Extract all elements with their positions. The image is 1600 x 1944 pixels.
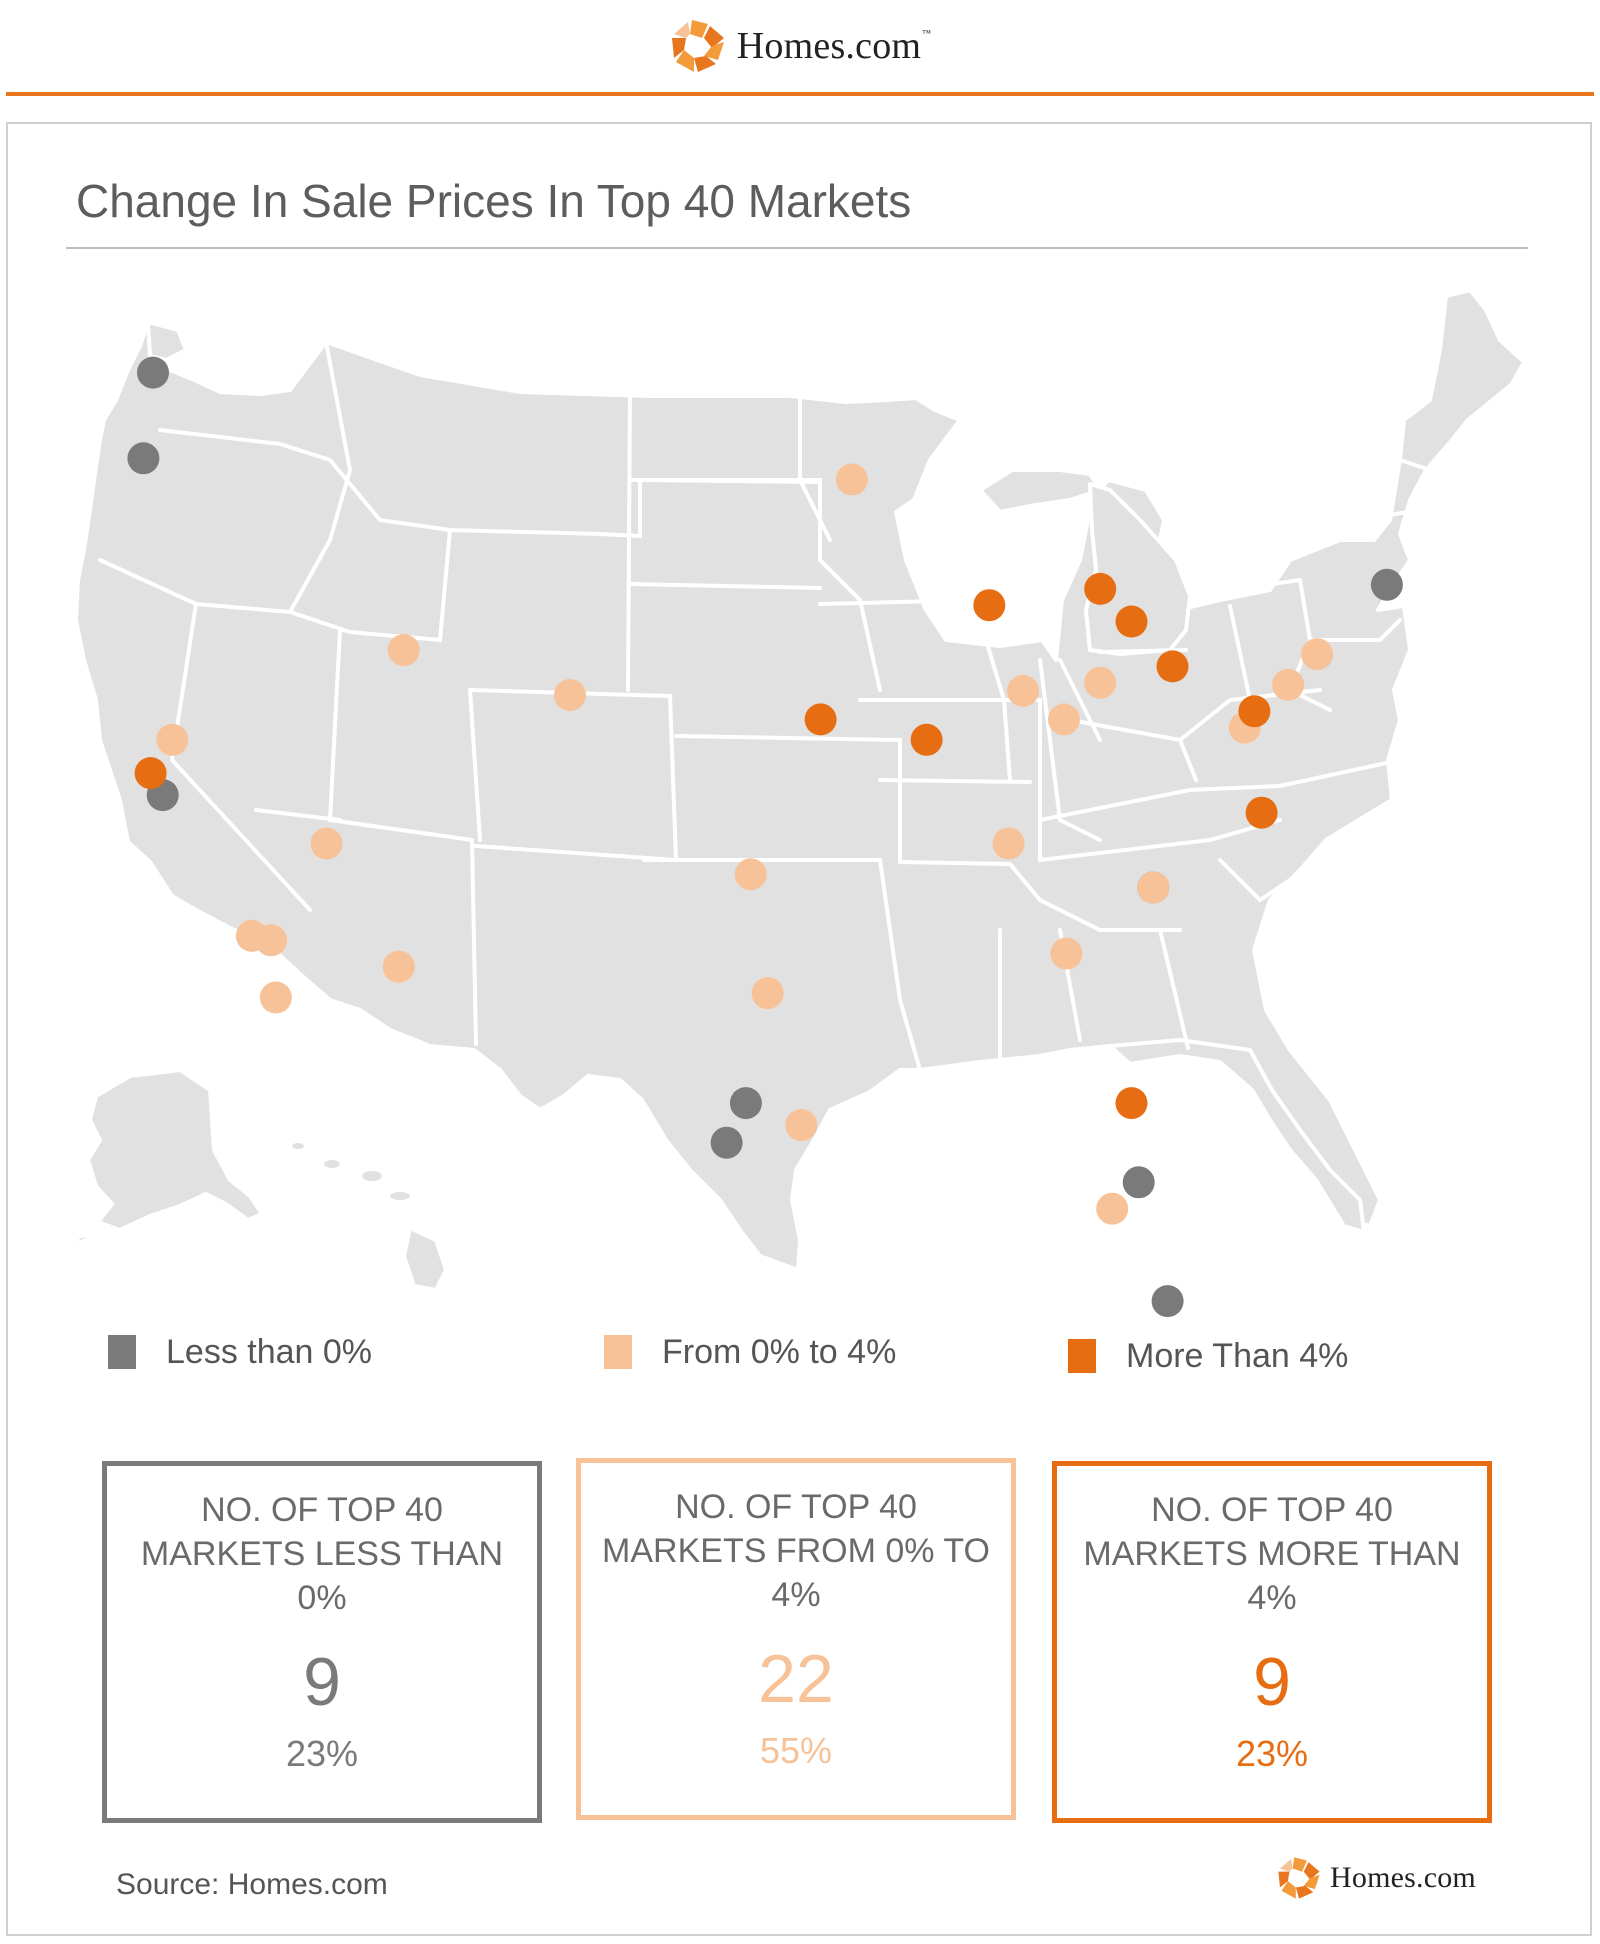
stat-heading: NO. OF TOP 40 MARKETS LESS THAN 0% xyxy=(140,1491,504,1617)
alaska-shape xyxy=(86,1068,264,1232)
brand-header: Homes.com™ xyxy=(0,16,1600,76)
market-marker-from-0-to-4 xyxy=(751,977,784,1010)
michigan-upper-shape xyxy=(978,468,1102,514)
legend-swatch xyxy=(108,1335,136,1369)
market-marker-from-0-to-4 xyxy=(734,858,767,891)
brand-name: Homes.com xyxy=(1330,1861,1476,1894)
stat-box-0-to-4: NO. OF TOP 40 MARKETS FROM 0% TO 4% 22 5… xyxy=(576,1458,1016,1820)
homes-star-logo-icon xyxy=(1278,1857,1320,1899)
market-marker-from-0-to-4 xyxy=(992,827,1025,860)
market-marker-from-0-to-4 xyxy=(1084,666,1117,699)
stat-box-more-than-4: NO. OF TOP 40 MARKETS MORE THAN 4% 9 23% xyxy=(1052,1461,1492,1823)
market-marker-more-than-4 xyxy=(1084,572,1117,605)
market-marker-less-than-0 xyxy=(1151,1285,1184,1318)
market-marker-more-than-4 xyxy=(1115,1087,1148,1120)
market-marker-less-than-0 xyxy=(1122,1166,1155,1199)
market-marker-from-0-to-4 xyxy=(1137,871,1170,904)
florida-shape xyxy=(1108,1038,1366,1234)
market-marker-from-0-to-4 xyxy=(1050,937,1083,970)
market-marker-from-0-to-4 xyxy=(785,1109,818,1142)
market-marker-from-0-to-4 xyxy=(1272,668,1305,701)
market-marker-from-0-to-4 xyxy=(835,463,868,496)
stat-count: 9 xyxy=(1253,1644,1291,1720)
hawaii-island-3 xyxy=(358,1167,386,1185)
market-marker-more-than-4 xyxy=(1156,650,1189,683)
market-marker-more-than-4 xyxy=(1245,796,1278,829)
market-marker-more-than-4 xyxy=(1115,605,1148,638)
market-marker-more-than-4 xyxy=(1238,695,1271,728)
market-marker-less-than-0 xyxy=(137,356,169,389)
stat-percent: 55% xyxy=(759,1730,833,1771)
market-marker-from-0-to-4 xyxy=(255,924,288,957)
market-markers xyxy=(127,356,1403,1318)
olympic-peninsula-shape xyxy=(146,320,188,362)
header-rule xyxy=(6,92,1594,96)
market-marker-more-than-4 xyxy=(973,589,1006,622)
market-marker-more-than-4 xyxy=(910,723,943,756)
market-marker-more-than-4 xyxy=(134,757,167,790)
market-marker-from-0-to-4 xyxy=(382,950,415,983)
legend-item-0-to-4: From 0% to 4% xyxy=(604,1330,896,1374)
market-marker-from-0-to-4 xyxy=(1096,1192,1129,1225)
market-marker-from-0-to-4 xyxy=(1007,674,1039,707)
hawaii-big-island xyxy=(402,1226,448,1292)
market-marker-less-than-0 xyxy=(1370,568,1403,601)
stat-count: 22 xyxy=(758,1641,834,1717)
brand-footer: Homes.com xyxy=(1276,1856,1476,1900)
contiguous-us-shape xyxy=(74,288,1526,1272)
legend-label: From 0% to 4% xyxy=(662,1332,897,1371)
market-marker-from-0-to-4 xyxy=(259,981,292,1014)
legend-swatch xyxy=(604,1335,632,1369)
market-marker-less-than-0 xyxy=(729,1087,762,1120)
stat-percent: 23% xyxy=(1235,1733,1309,1774)
market-marker-from-0-to-4 xyxy=(387,634,420,667)
map-land xyxy=(68,288,1526,1292)
source-note: Source: Homes.com xyxy=(116,1868,388,1901)
title-divider xyxy=(66,247,1528,249)
market-marker-from-0-to-4 xyxy=(1048,703,1080,736)
market-marker-more-than-4 xyxy=(804,703,837,736)
market-marker-less-than-0 xyxy=(710,1126,743,1159)
legend-label: Less than 0% xyxy=(166,1332,373,1371)
market-marker-from-0-to-4 xyxy=(310,827,343,860)
brand-name: Homes.com™ xyxy=(736,25,932,67)
hawaii-island-4 xyxy=(386,1188,414,1204)
market-marker-from-0-to-4 xyxy=(1301,638,1334,671)
aleutian-islands-shape xyxy=(68,1232,106,1248)
legend-label: More Than 4% xyxy=(1126,1336,1349,1375)
hawaii-island-2 xyxy=(320,1156,344,1172)
legend-swatch xyxy=(1068,1339,1096,1373)
market-marker-from-0-to-4 xyxy=(156,723,189,756)
stat-heading: NO. OF TOP 40 MARKETS MORE THAN 4% xyxy=(1083,1491,1461,1617)
page-title: Change In Sale Prices In Top 40 Markets xyxy=(76,175,912,227)
homes-star-logo-icon xyxy=(671,20,724,72)
stat-count: 9 xyxy=(303,1644,341,1720)
stat-box-less-than-0: NO. OF TOP 40 MARKETS LESS THAN 0% 9 23% xyxy=(102,1461,542,1823)
hawaii-island-1 xyxy=(288,1139,308,1153)
stat-heading: NO. OF TOP 40 MARKETS FROM 0% TO 4% xyxy=(602,1488,990,1614)
legend-item-more-than-4: More Than 4% xyxy=(1068,1334,1348,1378)
stat-percent: 23% xyxy=(285,1733,359,1774)
legend-item-less-than-0: Less than 0% xyxy=(108,1330,372,1374)
market-marker-less-than-0 xyxy=(127,442,160,475)
market-marker-from-0-to-4 xyxy=(554,679,586,711)
